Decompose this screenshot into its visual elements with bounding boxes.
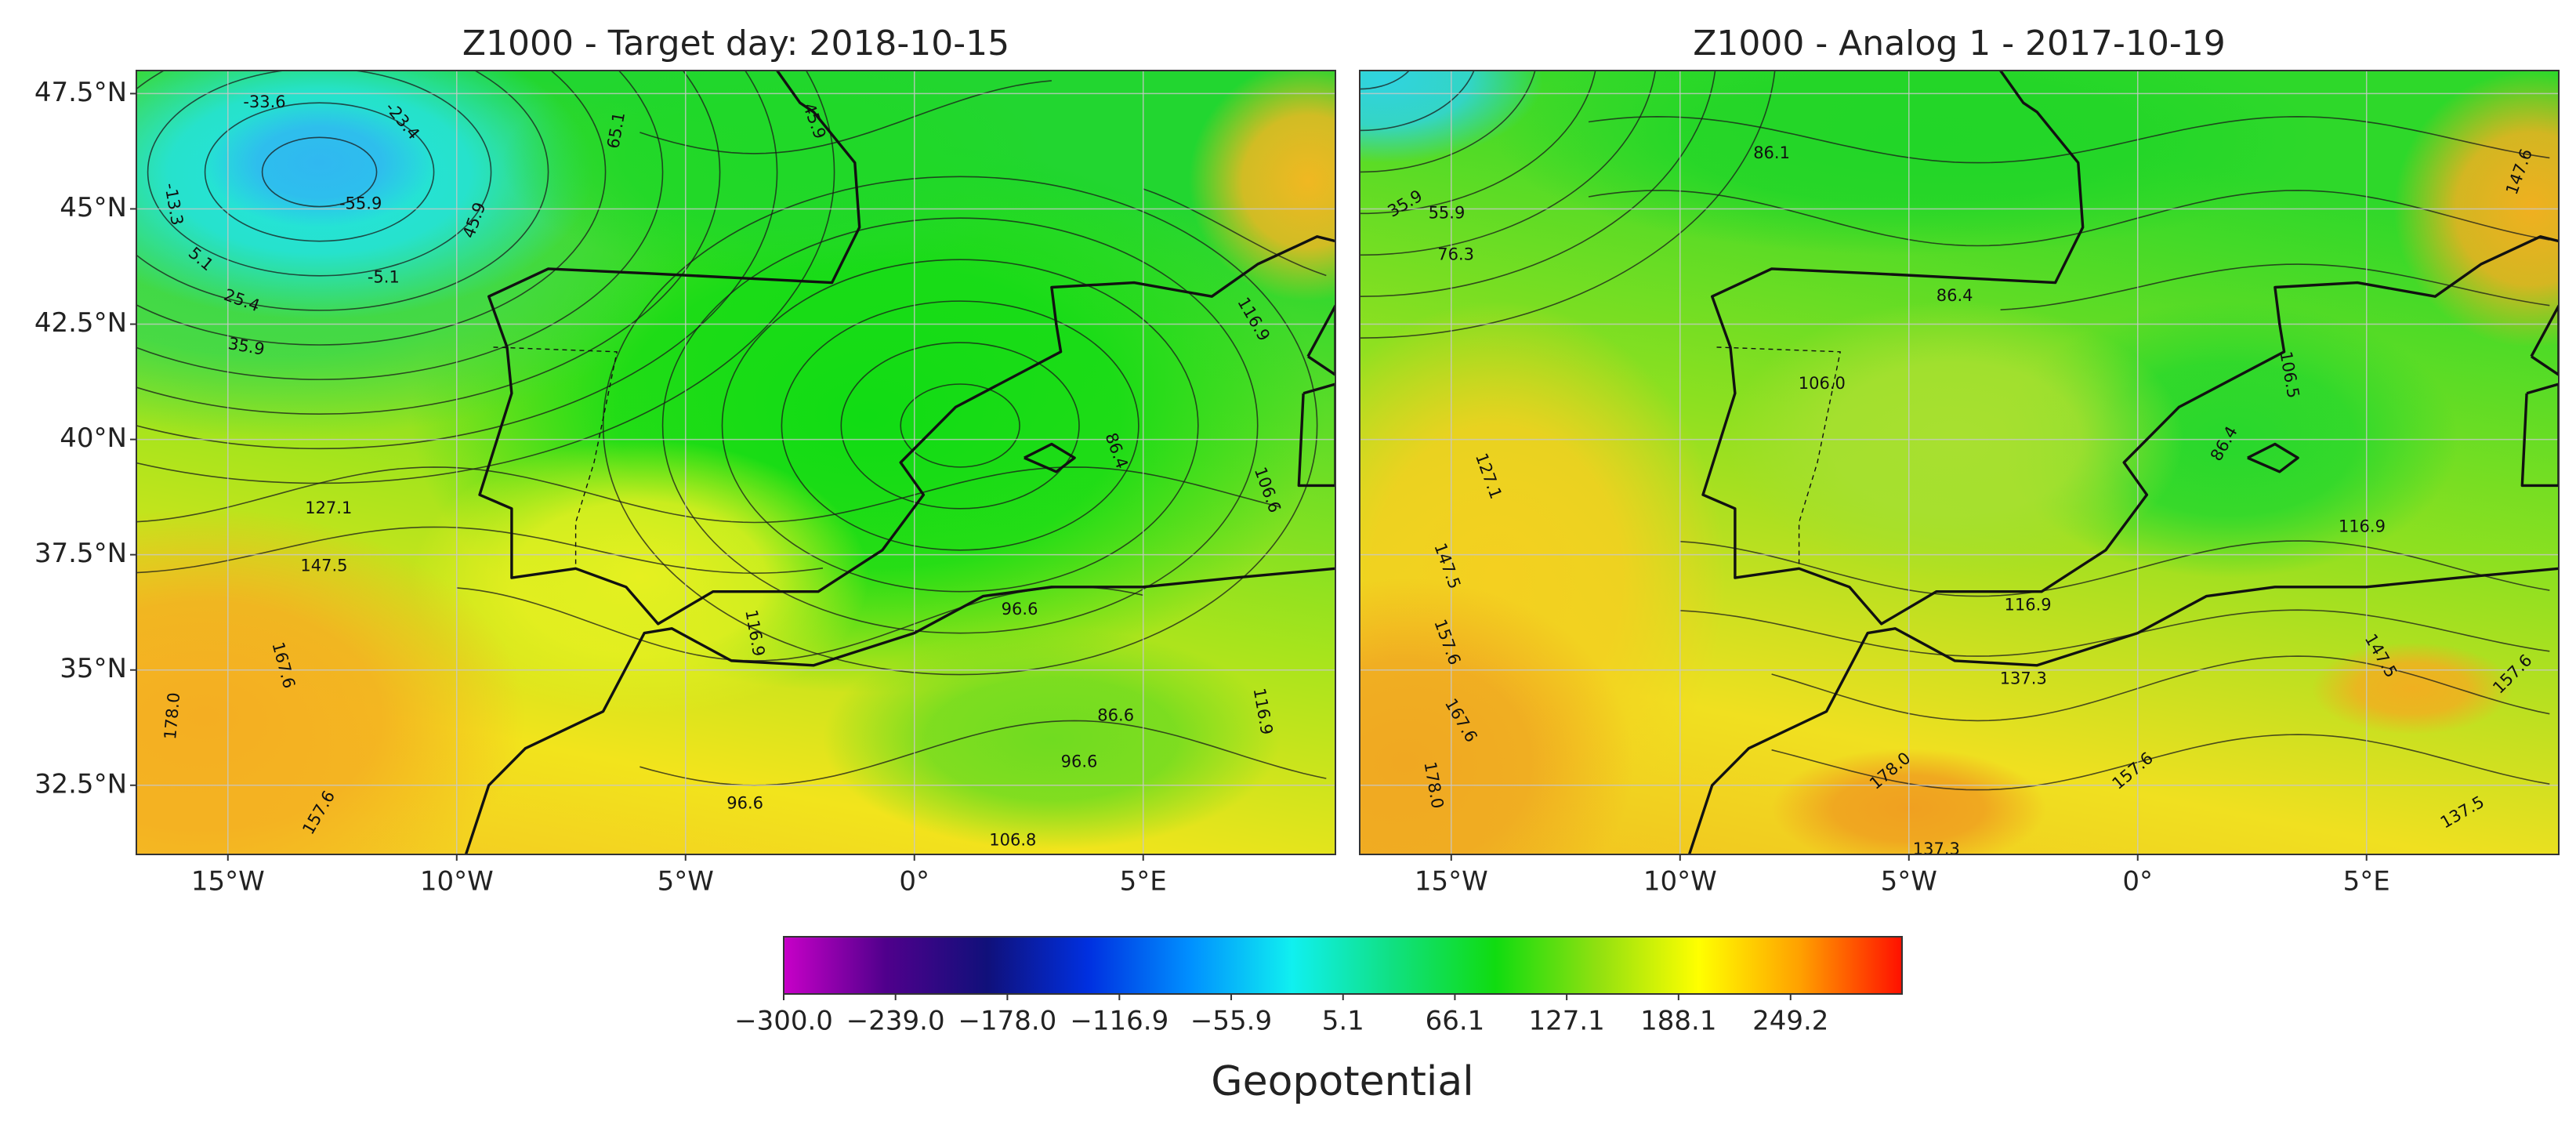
field-blob <box>822 628 1281 851</box>
border-line <box>493 346 618 569</box>
contour-line <box>1588 115 2550 164</box>
map-title: Z1000 - Target day: 2018-10-15 <box>462 24 1009 63</box>
y-tick-label: 47.5°N <box>34 77 127 108</box>
coastline <box>1306 304 1335 376</box>
contour-line <box>900 383 1020 468</box>
colorbar-tick-label: 188.1 <box>1640 1006 1716 1037</box>
colorbar-label: Geopotential <box>1211 1058 1473 1105</box>
contour-label: 96.6 <box>726 793 763 812</box>
contour-label: 147.5 <box>300 556 347 575</box>
contour-label: 116.9 <box>2005 595 2052 614</box>
contour-label: 55.9 <box>1429 203 1466 222</box>
contour-line <box>136 71 549 311</box>
y-tick-label: 35°N <box>60 653 127 684</box>
x-tick-label: 10°W <box>1643 866 1717 898</box>
contour-line <box>136 466 1281 524</box>
y-tick-label: 40°N <box>60 423 127 454</box>
map-panel: -33.6 -23.4-13.3 -55.9-5.15.125.435.9127.1… <box>136 71 1335 854</box>
colorbar-tick-label: 5.1 <box>1322 1006 1364 1037</box>
colorbar-tick-label: −116.9 <box>1070 1006 1168 1037</box>
colorbar-tick-label: 127.1 <box>1528 1006 1604 1037</box>
field-blob <box>2311 642 2513 735</box>
contour-label: -5.1 <box>368 268 400 287</box>
field-blob <box>136 508 526 854</box>
y-tick-label: 42.5°N <box>34 307 127 339</box>
contour-line <box>136 526 824 575</box>
contour-line <box>1143 188 1327 277</box>
contour-line <box>1771 734 2550 791</box>
colorbar-tick-label: −239.0 <box>846 1006 945 1037</box>
contour-line <box>1588 190 2550 247</box>
contour-line <box>1771 655 2550 722</box>
coastline <box>1687 567 2559 854</box>
x-tick-label: 5°E <box>2343 866 2390 898</box>
contour-label: 86.1 <box>1753 143 1790 162</box>
y-tick-label: 37.5°N <box>34 538 127 569</box>
coastline <box>1297 383 1335 488</box>
contour-line <box>2000 263 2550 310</box>
contour-label: -33.6 <box>243 92 285 111</box>
x-tick-label: 15°W <box>191 866 265 898</box>
contour-label: 96.6 <box>1061 752 1098 771</box>
contour-label: 106.8 <box>989 830 1036 849</box>
x-tick-label: 5°W <box>658 866 714 898</box>
map-title: Z1000 - Analog 1 - 2017-10-19 <box>1693 24 2226 63</box>
border-line <box>1716 346 1841 569</box>
coastline <box>2530 304 2559 376</box>
contour-label: 76.3 <box>1437 245 1474 263</box>
x-tick-label: 0° <box>899 866 929 898</box>
contour-label: 137.3 <box>2000 669 2047 687</box>
contour-line <box>661 217 1259 634</box>
coastline <box>1024 442 1076 473</box>
contour-line <box>1679 609 2550 657</box>
contour-line <box>136 71 721 415</box>
x-tick-label: 10°W <box>420 866 494 898</box>
coastline <box>478 71 1335 626</box>
contour-line <box>261 136 378 208</box>
colorbar-tick-label: 66.1 <box>1426 1006 1485 1037</box>
contour-line <box>602 176 1318 676</box>
y-tick-label: 45°N <box>60 192 127 223</box>
x-tick-label: 15°W <box>1415 866 1488 898</box>
map-frame <box>1359 70 2560 855</box>
coastline <box>2520 383 2559 488</box>
coastline <box>464 567 1335 854</box>
contour-label: 116.9 <box>2339 517 2386 535</box>
contour-label: 86.4 <box>1937 286 1973 305</box>
contour-label: -55.9 <box>339 194 382 213</box>
x-tick-label: 5°E <box>1120 866 1167 898</box>
contour-line <box>136 71 607 346</box>
field-blob <box>205 98 434 227</box>
contour-label: 86.6 <box>1097 706 1134 725</box>
coastline <box>1701 71 2559 626</box>
contour-label: 106.0 <box>1799 374 1846 393</box>
contour-label: 137.3 <box>1913 840 1960 858</box>
contour-line <box>136 71 778 450</box>
contour-line <box>840 342 1080 510</box>
colorbar <box>783 936 1903 995</box>
y-tick-label: 32.5°N <box>34 768 127 800</box>
map-frame <box>136 70 1336 855</box>
contour-line <box>721 259 1199 593</box>
contour-line <box>204 102 435 242</box>
contour-line <box>147 71 492 277</box>
colorbar-tick-label: −178.0 <box>958 1006 1056 1037</box>
x-tick-label: 0° <box>2122 866 2153 898</box>
contour-label: 96.6 <box>1002 600 1038 618</box>
colorbar-tick-label: −55.9 <box>1190 1006 1272 1037</box>
contour-line <box>781 300 1139 551</box>
contour-line <box>136 71 664 380</box>
colorbar-tick-label: −300.0 <box>734 1006 833 1037</box>
colorbar-tick-label: 249.2 <box>1752 1006 1828 1037</box>
x-tick-label: 5°W <box>1881 866 1937 898</box>
field-blob <box>1189 71 1335 302</box>
contour-label: 178.0 <box>161 691 183 740</box>
contour-label: 127.1 <box>305 499 352 517</box>
coastline <box>2247 442 2299 473</box>
